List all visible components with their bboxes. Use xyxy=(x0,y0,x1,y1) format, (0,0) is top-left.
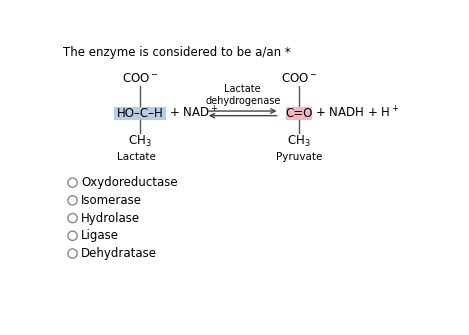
Text: HO–C–H: HO–C–H xyxy=(117,107,163,120)
Bar xyxy=(113,107,166,120)
Text: Isomerase: Isomerase xyxy=(81,194,142,207)
Text: COO$^-$: COO$^-$ xyxy=(122,72,158,85)
Text: Oxydoreductase: Oxydoreductase xyxy=(81,176,178,189)
Text: + NADH + H$^+$: + NADH + H$^+$ xyxy=(315,106,399,121)
Text: Dehydratase: Dehydratase xyxy=(81,247,157,260)
Text: Hydrolase: Hydrolase xyxy=(81,212,140,224)
Text: COO$^-$: COO$^-$ xyxy=(280,72,317,85)
Text: The enzyme is considered to be a/an *: The enzyme is considered to be a/an * xyxy=(63,46,291,59)
Text: Pyruvate: Pyruvate xyxy=(276,152,322,162)
Text: C=O: C=O xyxy=(285,107,312,120)
Text: CH$_3$: CH$_3$ xyxy=(287,134,311,149)
Text: Lactate
dehydrogenase: Lactate dehydrogenase xyxy=(205,84,280,106)
Text: Ligase: Ligase xyxy=(81,229,119,242)
Text: Lactate: Lactate xyxy=(117,152,156,162)
Text: + NAD$^+$: + NAD$^+$ xyxy=(169,106,219,121)
Bar xyxy=(286,107,312,120)
Text: CH$_3$: CH$_3$ xyxy=(128,134,152,149)
